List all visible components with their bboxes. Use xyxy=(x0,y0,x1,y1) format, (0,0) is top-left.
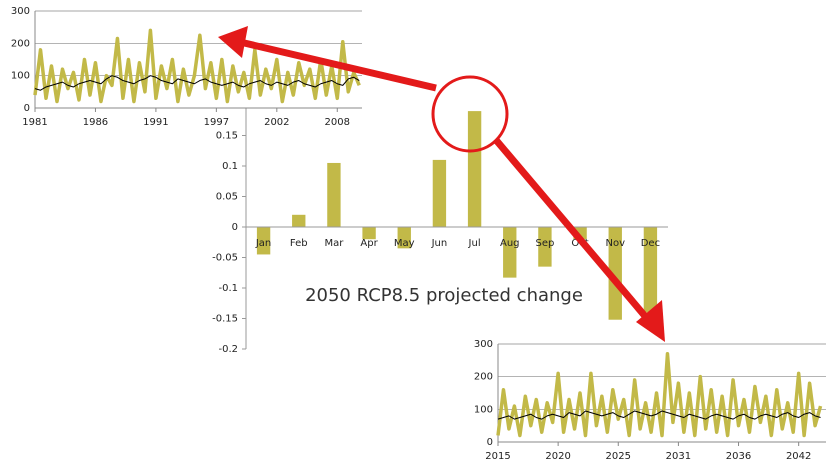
smoothed-line xyxy=(497,410,821,420)
y-tick-label: 100 xyxy=(11,71,30,82)
y-tick-label: 200 xyxy=(474,372,493,383)
arrow-shaft xyxy=(493,137,653,325)
y-tick-label: 0 xyxy=(232,222,238,233)
y-tick-label: -0.2 xyxy=(218,344,238,355)
y-tick-label: 0 xyxy=(487,437,493,448)
chart-title: 2050 RCP8.5 projected change xyxy=(305,285,583,306)
x-tick-label: 1991 xyxy=(143,117,168,128)
x-tick-label: Jan xyxy=(255,238,271,249)
y-tick-label: 300 xyxy=(474,339,493,350)
x-tick-label: Dec xyxy=(641,238,660,249)
bar-chart: -0.2-0.15-0.1-0.0500.050.10.150.2JanFebM… xyxy=(212,100,668,355)
x-tick-label: 2008 xyxy=(325,117,350,128)
bar xyxy=(467,111,482,227)
x-tick-label: 2031 xyxy=(666,451,691,462)
x-tick-label: 2002 xyxy=(264,117,289,128)
y-tick-label: 0.15 xyxy=(216,131,238,142)
bar xyxy=(256,227,271,255)
y-tick-label: 200 xyxy=(11,38,30,49)
arrow-shaft xyxy=(239,38,437,92)
x-tick-label: 2015 xyxy=(485,451,510,462)
y-tick-label: 300 xyxy=(11,6,30,17)
arrow-head xyxy=(218,26,248,58)
x-tick-label: May xyxy=(394,238,415,249)
x-tick-label: Feb xyxy=(290,238,308,249)
arrow-head xyxy=(636,300,665,342)
bar xyxy=(643,227,658,313)
bar xyxy=(327,162,341,227)
y-tick-label: -0.15 xyxy=(212,314,238,325)
x-tick-label: Aug xyxy=(500,238,520,249)
bar xyxy=(608,227,622,320)
highlight-circle xyxy=(431,75,509,153)
x-tick-label: 1981 xyxy=(22,117,47,128)
bar xyxy=(362,227,376,240)
x-tick-label: Nov xyxy=(605,238,625,249)
bar xyxy=(292,214,306,227)
y-tick-label: -0.1 xyxy=(218,283,238,294)
x-tick-label: 2020 xyxy=(545,451,570,462)
x-tick-label: Jun xyxy=(431,238,448,249)
y-tick-label: 0.1 xyxy=(222,161,238,172)
y-tick-label: 0.05 xyxy=(216,192,238,203)
y-tick-label: -0.05 xyxy=(212,253,238,264)
x-tick-label: 2042 xyxy=(786,451,811,462)
annotations xyxy=(218,26,665,342)
x-tick-label: Jul xyxy=(468,238,481,249)
bar xyxy=(538,227,552,267)
series-line xyxy=(496,352,823,438)
x-tick-label: Mar xyxy=(324,238,344,249)
smoothed-line xyxy=(34,75,360,91)
line-chart-future: 0 100 200 300 2015 2020 2025 2031 2036 2042 xyxy=(474,339,826,462)
bar xyxy=(432,159,447,227)
x-tick-label: Sep xyxy=(535,238,554,249)
x-tick-label: 1986 xyxy=(83,117,108,128)
bar xyxy=(503,227,517,278)
x-tick-label: Apr xyxy=(360,238,378,249)
series-line xyxy=(33,28,361,104)
x-tick-label: 2036 xyxy=(726,451,751,462)
x-tick-label: 2025 xyxy=(606,451,631,462)
bar xyxy=(397,227,411,249)
y-tick-label: 100 xyxy=(474,404,493,415)
y-tick-label: 0 xyxy=(24,103,30,114)
x-tick-label: 1997 xyxy=(204,117,229,128)
